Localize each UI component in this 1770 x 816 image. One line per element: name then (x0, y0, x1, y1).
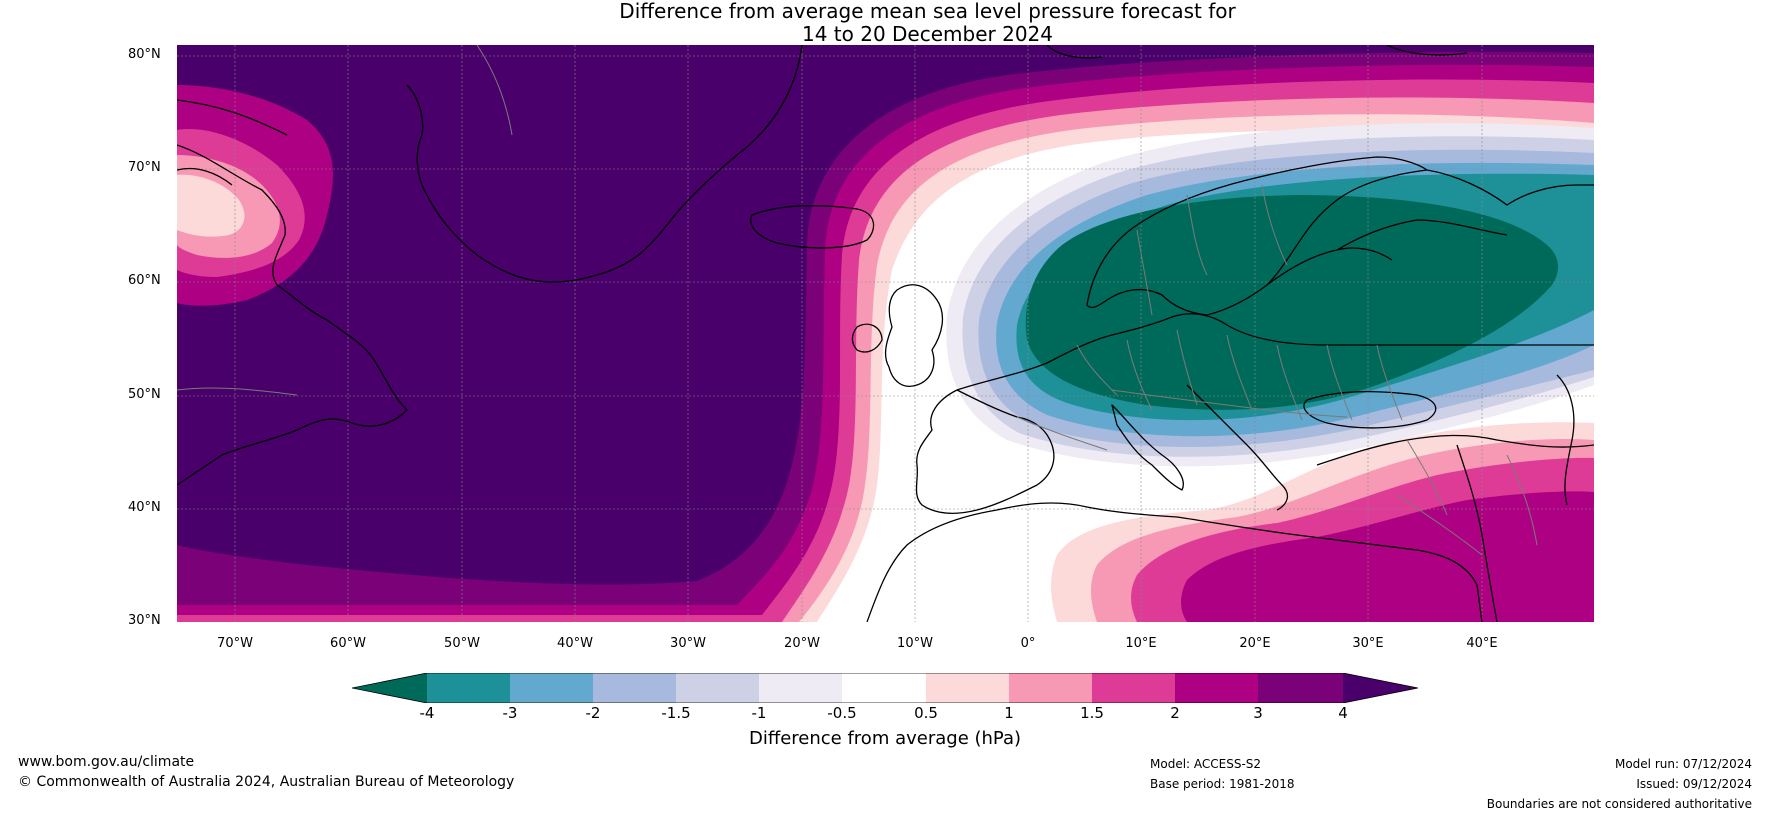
footer-model-run: Model run: 07/12/2024 (1614, 757, 1752, 771)
cb-swatch-minus-0-5-to-0-5 (842, 673, 926, 703)
cb-tick-minus-2: -2 (585, 704, 601, 722)
footer-copyright: © Commonwealth of Australia 2024, Austra… (18, 774, 515, 790)
cb-swatch-below-minus-4 (352, 673, 427, 703)
cb-swatch-1-to-1-5 (1009, 673, 1092, 703)
footer-disclaimer: Boundaries are not considered authoritat… (1486, 797, 1752, 811)
cb-swatch-minus-3-to-minus-2 (510, 673, 593, 703)
pressure-anomaly-map (177, 45, 1594, 622)
cb-tick-1: 1 (1004, 704, 1014, 722)
north-atlantic-high-anomaly (177, 45, 1594, 622)
cb-tick-minus-1-5: -1.5 (661, 704, 691, 722)
baffin-local-anomaly (177, 85, 333, 306)
cb-tick-minus-1: -1 (751, 704, 767, 722)
europe-low-anomaly (946, 123, 1594, 467)
lon-label-30e: 30°E (1352, 636, 1384, 651)
cb-swatch-above-4 (1343, 673, 1418, 703)
lon-label-40e: 40°E (1466, 636, 1498, 651)
graticule (177, 45, 1594, 622)
cb-tick-0-5: 0.5 (914, 704, 938, 722)
lat-label-60n: 60°N (128, 273, 161, 288)
colorbar-label: Difference from average (hPa) (748, 728, 1022, 749)
cb-tick-3: 3 (1253, 704, 1263, 722)
footer-base-period: Base period: 1981-2018 (1150, 777, 1295, 791)
lon-label-20e: 20°E (1239, 636, 1271, 651)
cb-swatch-minus-1-5-to-minus-1 (676, 673, 759, 703)
footer-model: Model: ACCESS-S2 (1150, 757, 1262, 771)
colorbar-legend (351, 672, 1419, 704)
lon-label-10e: 10°E (1125, 636, 1157, 651)
cb-swatch-minus-2-to-minus-1-5 (593, 673, 676, 703)
chart-title-line1: Difference from average mean sea level p… (619, 0, 1236, 23)
cb-swatch-1-5-to-2 (1092, 673, 1175, 703)
cb-swatch-2-to-3 (1175, 673, 1258, 703)
cb-swatch-3-to-4 (1258, 673, 1343, 703)
lat-label-40n: 40°N (128, 500, 161, 515)
lon-label-10w: 10°W (897, 636, 933, 651)
coastlines (177, 45, 1594, 622)
lon-label-70w: 70°W (217, 636, 253, 651)
lon-label-0: 0° (1020, 636, 1036, 651)
cb-tick-minus-3: -3 (502, 704, 518, 722)
lat-label-50n: 50°N (128, 387, 161, 402)
lon-label-30w: 30°W (670, 636, 706, 651)
lat-label-70n: 70°N (128, 160, 161, 175)
lat-label-30n: 30°N (128, 613, 161, 628)
cb-tick-minus-0-5: -0.5 (827, 704, 857, 722)
footer-website: www.bom.gov.au/climate (18, 754, 195, 770)
lon-label-60w: 60°W (330, 636, 366, 651)
cb-tick-1-5: 1.5 (1080, 704, 1104, 722)
cb-tick-2: 2 (1170, 704, 1180, 722)
chart-title-line2: 14 to 20 December 2024 (801, 22, 1053, 46)
lon-label-50w: 50°W (444, 636, 480, 651)
footer-issued: Issued: 09/12/2024 (1636, 777, 1752, 791)
lon-label-20w: 20°W (784, 636, 820, 651)
cb-tick-4: 4 (1338, 704, 1348, 722)
country-borders (177, 45, 1538, 556)
cb-tick-minus-4: -4 (419, 704, 435, 722)
cb-swatch-minus-1-to-minus-0-5 (759, 673, 842, 703)
lon-label-40w: 40°W (557, 636, 593, 651)
cb-swatch-minus-4-to-minus-3 (427, 673, 510, 703)
cb-swatch-0-5-to-1 (926, 673, 1009, 703)
lat-label-80n: 80°N (128, 47, 161, 62)
